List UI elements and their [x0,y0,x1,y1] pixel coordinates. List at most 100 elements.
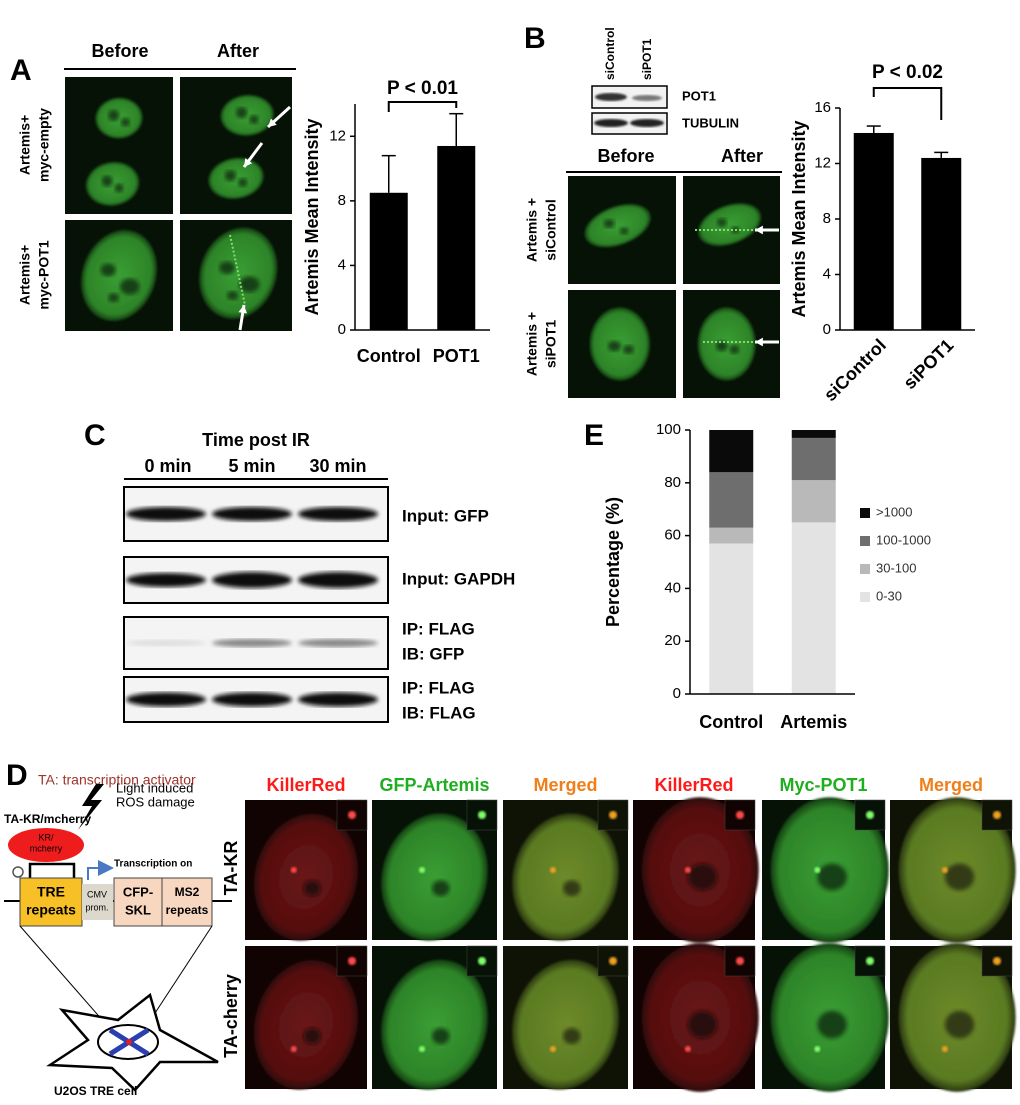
column-label: KillerRed [266,775,345,795]
nucleolus [729,345,740,354]
damage-spot [290,867,297,873]
row-label: siControl [543,199,559,260]
band [298,692,378,707]
blot [591,85,668,109]
row-label: Artemis + [524,198,540,262]
blot-label: POT1 [682,88,716,103]
nucleolus [121,117,130,127]
micrograph [890,943,1016,1092]
panel-label: B [524,22,546,55]
blot-label: Input: GAPDH [402,569,515,588]
inset [336,945,368,977]
inset-spot [609,957,617,965]
nucleolus [817,863,847,891]
band [126,640,206,646]
y-tick-label: 12 [329,127,346,144]
row-label: TA-cherry [221,974,241,1058]
ms2-box [161,877,213,927]
row-label: myc-empty [36,108,52,182]
diagram-label: repeats [166,903,209,917]
arrow-head [755,337,763,347]
column-label: Merged [919,775,983,795]
column-label: Before [597,146,654,166]
column-label: After [217,41,259,61]
micrograph [245,799,368,941]
micrograph [503,945,629,1090]
diagram-label: TRE [37,884,65,900]
bar-segment [791,522,836,694]
diagram-label: CFP- [123,884,153,899]
diagram-label: prom. [85,902,108,912]
y-tick-label: 8 [823,210,831,227]
nucleolus [101,175,113,187]
micrograph [372,799,498,941]
locus [126,1039,132,1045]
damage-spot [550,867,556,873]
y-tick-label: 16 [814,99,831,116]
micrograph [762,943,889,1092]
y-tick-label: 4 [823,265,831,282]
damage-spot [684,1045,691,1052]
band [212,572,292,588]
damage-spot [419,867,425,873]
nucleus [381,959,488,1090]
inset-spot [736,957,744,965]
diagram-label: KR/ [38,832,54,842]
legend-swatch [860,508,870,518]
binding-bracket [28,862,76,878]
nucleus [697,203,762,247]
blot-label: TUBULIN [682,115,739,130]
band [298,507,378,521]
panel-label: D [6,759,28,792]
nucleolus [432,1028,450,1045]
band [298,572,378,588]
blot-label: IB: GFP [402,644,464,663]
damage-spot [814,1045,821,1052]
lane-label: 5 min [228,456,275,476]
reporter-box [113,877,163,927]
nucleolus [687,863,718,891]
arrow-head [238,305,248,314]
micrograph [180,77,292,214]
y-tick-label: 12 [814,154,831,171]
legend-label: 100-1000 [876,532,931,547]
column-label: GFP-Artemis [379,775,489,795]
y-tick-label: 0 [338,321,346,338]
legend-swatch [860,536,870,546]
inset-spot [866,957,874,965]
micrograph [245,945,368,1090]
nucleus [220,94,275,136]
blot-title: Time post IR [202,430,310,450]
bar-segment [709,527,754,544]
x-tick-label: Control [699,712,763,732]
inset-spot [348,811,356,819]
nucleolus [623,345,634,354]
inset-spot [993,811,1001,819]
nucleus [512,813,619,941]
micrograph [65,220,173,331]
bar-segment [709,472,754,528]
blot-label: Input: GFP [402,506,489,525]
nucleolus [249,115,259,124]
nucleolus [603,219,615,228]
inset [336,799,368,831]
band [630,119,664,127]
bar [853,132,894,330]
arrow-head [755,225,763,235]
row-label: TA-KR [221,841,241,896]
blot-group [123,486,389,723]
column-label: Before [91,41,148,61]
legend-label: 0-30 [876,588,902,603]
column-label: After [721,146,763,166]
nucleolus [238,178,248,187]
inset-spot [993,957,1001,965]
nucleolus [303,1028,321,1045]
lightning-icon [78,784,104,830]
lane-label: siPOT1 [640,38,654,80]
lane-label: 30 min [309,456,366,476]
nucleolus [432,880,450,897]
y-tick-label: 60 [664,527,681,544]
diagram-label: MS2 [175,885,200,899]
damage-spot [814,867,821,873]
nucleus [584,203,651,248]
